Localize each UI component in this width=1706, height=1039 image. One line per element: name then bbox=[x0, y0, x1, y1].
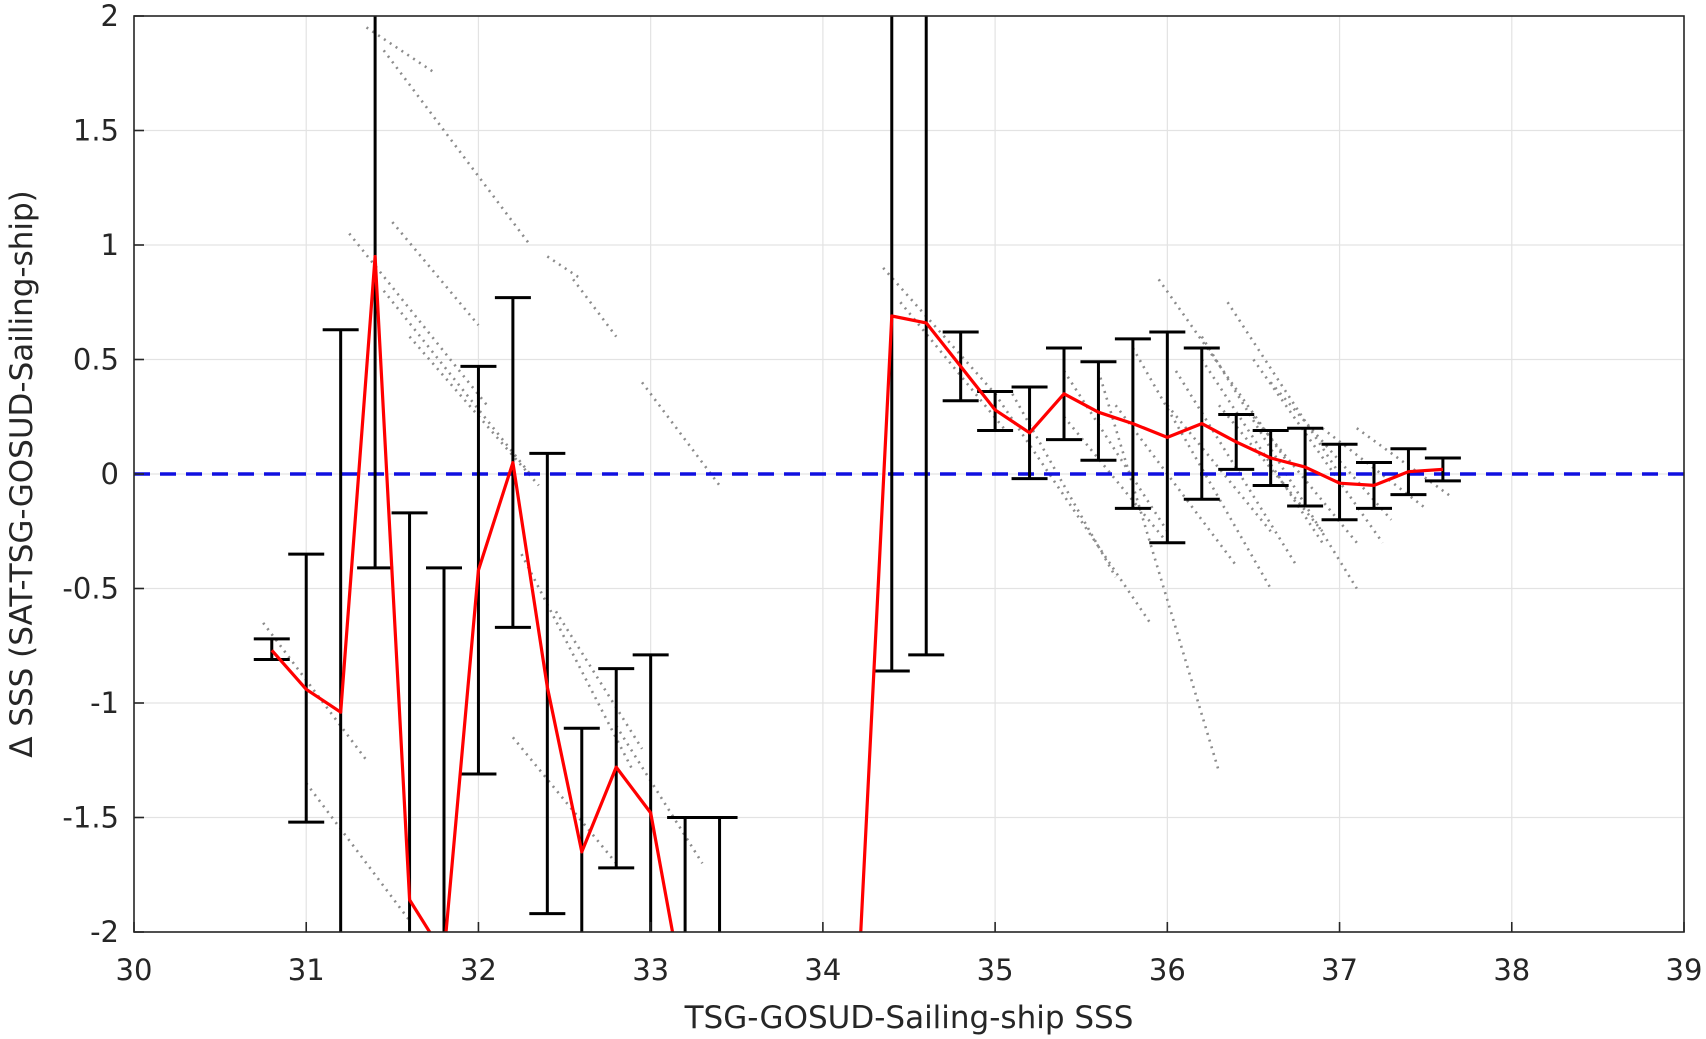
scatter-streak bbox=[408, 335, 540, 487]
scatter-streak bbox=[348, 232, 489, 407]
y-tick-label: -2 bbox=[90, 915, 119, 949]
scatter-streak bbox=[305, 782, 411, 922]
error-bar bbox=[563, 726, 600, 932]
x-tick-label: 34 bbox=[804, 953, 841, 987]
error-bar bbox=[873, 16, 910, 673]
scatter-streak bbox=[1174, 370, 1298, 567]
scatter-streak bbox=[1157, 278, 1289, 464]
x-tick-label: 31 bbox=[288, 953, 325, 987]
x-tick-label: 32 bbox=[460, 953, 497, 987]
scatter-streak bbox=[641, 381, 721, 487]
error-bar bbox=[322, 328, 359, 932]
y-tick-label: -0.5 bbox=[62, 572, 119, 606]
scatter-streak bbox=[1269, 381, 1393, 521]
y-axis-ticks: -2 -1.5 -1 -0.5 0 0.5 1 1.5 2 bbox=[62, 0, 144, 949]
y-tick-label: -1 bbox=[90, 686, 119, 720]
x-axis-ticks: 30 31 32 33 34 35 36 37 38 39 bbox=[116, 922, 1703, 987]
y-tick-label: 1 bbox=[101, 228, 119, 262]
scatter-streak bbox=[572, 278, 618, 338]
y-tick-label: 0.5 bbox=[73, 343, 119, 377]
scatter-streak bbox=[391, 221, 480, 326]
scatter-streak bbox=[1321, 427, 1427, 510]
scatter-points bbox=[262, 26, 1453, 922]
scatter-streak bbox=[1252, 358, 1384, 544]
x-tick-label: 30 bbox=[116, 953, 153, 987]
x-axis-label: TSG-GOSUD-Sailing-ship SSS bbox=[684, 1000, 1134, 1036]
y-axis-label: Δ SSS (SAT-TSG-GOSUD-Sailing-ship) bbox=[4, 190, 40, 758]
x-tick-label: 39 bbox=[1666, 953, 1703, 987]
error-bar bbox=[253, 637, 290, 661]
scatter-streak bbox=[1200, 358, 1324, 544]
error-bar bbox=[357, 16, 394, 570]
mean-series-line bbox=[859, 314, 1444, 932]
y-tick-label: 0 bbox=[101, 457, 119, 491]
mean-line bbox=[270, 254, 1444, 932]
error-bar bbox=[391, 511, 428, 932]
y-tick-label: 1.5 bbox=[73, 114, 119, 148]
x-tick-label: 38 bbox=[1493, 953, 1530, 987]
x-tick-label: 37 bbox=[1321, 953, 1358, 987]
x-tick-label: 33 bbox=[632, 953, 669, 987]
x-tick-label: 35 bbox=[977, 953, 1014, 987]
error-bar bbox=[667, 816, 704, 932]
error-bar bbox=[632, 653, 669, 932]
y-tick-label: -1.5 bbox=[62, 801, 119, 835]
error-bar bbox=[908, 16, 945, 657]
y-tick-label: 2 bbox=[101, 0, 119, 33]
error-bar bbox=[426, 566, 462, 932]
x-tick-label: 36 bbox=[1149, 953, 1186, 987]
mean-series-line bbox=[270, 254, 675, 932]
error-bar bbox=[701, 816, 738, 932]
scatter-streak bbox=[262, 622, 368, 762]
scatter-streak bbox=[1200, 335, 1358, 590]
scatter-streak bbox=[882, 267, 997, 395]
